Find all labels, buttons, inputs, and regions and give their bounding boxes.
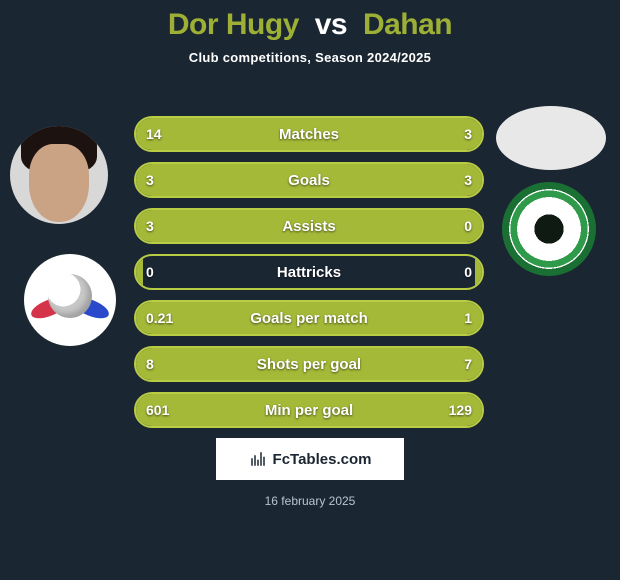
bar-fill-right: [475, 256, 482, 288]
logo-football: [48, 274, 92, 318]
bar-fill-right: [475, 210, 482, 242]
player2-club-logo: [502, 182, 596, 276]
bar-fill-left: [136, 302, 198, 334]
stat-row: 601129Min per goal: [134, 392, 484, 428]
bar-fill-left: [136, 256, 143, 288]
date-text: 16 february 2025: [0, 494, 620, 508]
bar-fill-right: [420, 118, 482, 150]
branding-text: FcTables.com: [273, 451, 372, 468]
stat-left-value: 0: [146, 256, 154, 288]
bar-fill-left: [136, 118, 420, 150]
stat-row: 87Shots per goal: [134, 346, 484, 382]
player2-photo: [496, 106, 606, 170]
stat-label: Hattricks: [136, 256, 482, 288]
branding-badge: FcTables.com: [216, 438, 404, 480]
bar-fill-left: [136, 210, 475, 242]
player1-photo: [10, 126, 108, 224]
branding-chart-icon: [249, 450, 267, 468]
avatar-face: [29, 144, 89, 222]
stat-row: 143Matches: [134, 116, 484, 152]
bar-fill-right: [198, 302, 482, 334]
player1-name: Dor Hugy: [168, 8, 299, 41]
bar-fill-right: [420, 394, 482, 426]
subtitle: Club competitions, Season 2024/2025: [0, 50, 620, 65]
comparison-title: Dor Hugy vs Dahan: [0, 0, 620, 42]
stat-row: 0.211Goals per match: [134, 300, 484, 336]
bar-fill-left: [136, 164, 309, 196]
stat-right-value: 0: [464, 256, 472, 288]
bar-fill-right: [309, 164, 482, 196]
player1-club-logo: [24, 254, 116, 346]
player2-name: Dahan: [363, 8, 452, 41]
bar-fill-left: [136, 348, 319, 380]
stat-row: 33Goals: [134, 162, 484, 198]
stats-bars: 143Matches 33Goals 30Assists 0 0Hattricks 0.2…: [134, 116, 484, 438]
stat-row: 0 0Hattricks: [134, 254, 484, 290]
title-vs: vs: [307, 8, 355, 41]
bar-fill-right: [319, 348, 482, 380]
stat-row: 30Assists: [134, 208, 484, 244]
bar-fill-left: [136, 394, 420, 426]
